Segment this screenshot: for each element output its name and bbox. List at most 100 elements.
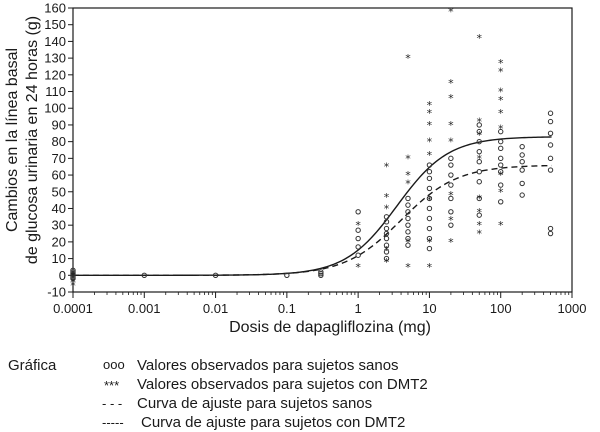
- point-healthy: [426, 235, 433, 242]
- point-t2dm: *: [498, 219, 504, 232]
- point-healthy: [476, 158, 482, 165]
- point-healthy: [405, 222, 411, 228]
- point-healthy: [426, 175, 433, 182]
- point-t2dm: *: [384, 244, 390, 257]
- point-t2dm: *: [405, 177, 411, 190]
- point-t2dm: *: [427, 107, 433, 120]
- point-healthy: [70, 269, 76, 275]
- y-tick-label: 130: [44, 51, 66, 66]
- x-tick-label: 0.001: [128, 301, 161, 316]
- legend-marker-solid: -----: [102, 415, 124, 430]
- point-healthy: [141, 272, 147, 278]
- y-tick-label: 90: [52, 117, 66, 132]
- point-healthy: [426, 225, 433, 232]
- point-healthy: [547, 230, 554, 237]
- point-healthy: [426, 185, 433, 192]
- y-tick-label: 100: [44, 101, 66, 116]
- point-healthy: [498, 162, 504, 168]
- y-tick-label: 40: [52, 201, 66, 216]
- point-healthy: [519, 192, 525, 198]
- point-healthy: [519, 152, 525, 158]
- y-tick-label: 80: [52, 134, 66, 149]
- point-healthy: [405, 195, 411, 202]
- point-t2dm: *: [355, 219, 361, 232]
- point-healthy: [476, 138, 482, 145]
- point-t2dm: *: [70, 269, 76, 282]
- y-axis-title-line-1: Cambios en la línea basal: [4, 48, 21, 232]
- y-tick-label: 0: [59, 268, 66, 283]
- point-healthy: [426, 245, 433, 252]
- point-t2dm: *: [448, 189, 454, 202]
- point-t2dm: *: [384, 202, 390, 215]
- x-tick-label: 0.01: [203, 301, 228, 316]
- y-tick-label: 50: [52, 184, 66, 199]
- legend-marker-circles: ooo: [103, 357, 125, 372]
- point-t2dm: *: [498, 65, 504, 78]
- point-t2dm: *: [427, 261, 433, 274]
- point-healthy: [405, 209, 411, 215]
- point-t2dm: *: [477, 206, 483, 219]
- point-healthy: [498, 138, 504, 145]
- point-t2dm: *: [70, 279, 76, 292]
- y-tick-label: 140: [44, 34, 66, 49]
- point-t2dm: *: [477, 152, 483, 165]
- point-healthy: [448, 195, 454, 202]
- point-healthy: [383, 235, 390, 242]
- point-healthy: [355, 209, 361, 215]
- point-healthy: [519, 167, 525, 173]
- point-t2dm: *: [427, 149, 433, 162]
- point-healthy: [405, 202, 411, 208]
- point-t2dm: *: [498, 86, 504, 99]
- point-healthy: [426, 195, 433, 202]
- point-t2dm: *: [498, 122, 504, 135]
- point-t2dm: *: [477, 129, 483, 142]
- point-healthy: [519, 180, 525, 187]
- plot-area: -100102030405060708090100110120130140150…: [44, 1, 586, 317]
- point-healthy: [498, 199, 504, 205]
- point-healthy: [547, 130, 554, 136]
- y-tick-label: 160: [44, 1, 66, 16]
- point-healthy: [383, 255, 390, 262]
- point-healthy: [405, 235, 411, 242]
- point-healthy: [70, 267, 76, 273]
- point-t2dm: *: [448, 236, 454, 249]
- y-tick-label: 30: [52, 218, 66, 233]
- point-t2dm: *: [477, 228, 483, 241]
- point-healthy: [318, 269, 324, 275]
- point-healthy: [383, 214, 390, 220]
- point-healthy: [355, 235, 361, 242]
- point-t2dm: *: [427, 194, 433, 207]
- point-healthy: [547, 118, 554, 125]
- point-t2dm: *: [477, 32, 483, 45]
- point-healthy: [70, 275, 76, 282]
- x-tick-label: 10: [422, 301, 436, 316]
- legend-label-healthy-observed: Valores observados para sujetos sanos: [137, 357, 399, 374]
- point-healthy: [383, 225, 390, 232]
- point-t2dm: *: [427, 136, 433, 149]
- y-tick-label: 110: [45, 84, 66, 99]
- fit-curve-t2dm: [73, 136, 552, 276]
- point-t2dm: *: [448, 92, 454, 105]
- x-tick-label: 0.1: [278, 301, 296, 316]
- point-t2dm: *: [498, 107, 504, 120]
- point-healthy: [212, 272, 219, 278]
- point-t2dm: *: [498, 57, 504, 70]
- point-t2dm: *: [448, 119, 454, 132]
- point-healthy: [318, 272, 324, 278]
- point-t2dm: *: [405, 52, 411, 65]
- y-axis-title-line-2: de glucosa urinaria en 24 horas (g): [24, 16, 41, 264]
- y-tick-label: 10: [52, 251, 66, 266]
- point-t2dm: *: [70, 276, 76, 289]
- point-healthy: [448, 172, 454, 178]
- point-healthy: [426, 162, 433, 168]
- point-t2dm: *: [405, 261, 411, 274]
- point-healthy: [498, 145, 504, 152]
- point-t2dm: *: [355, 261, 361, 274]
- y-tick-label: 60: [52, 168, 66, 183]
- point-healthy: [476, 179, 482, 185]
- y-tick-label: 20: [52, 234, 66, 249]
- point-healthy: [498, 182, 504, 188]
- legend-title: Gráfica: [8, 357, 57, 374]
- point-healthy: [70, 272, 76, 278]
